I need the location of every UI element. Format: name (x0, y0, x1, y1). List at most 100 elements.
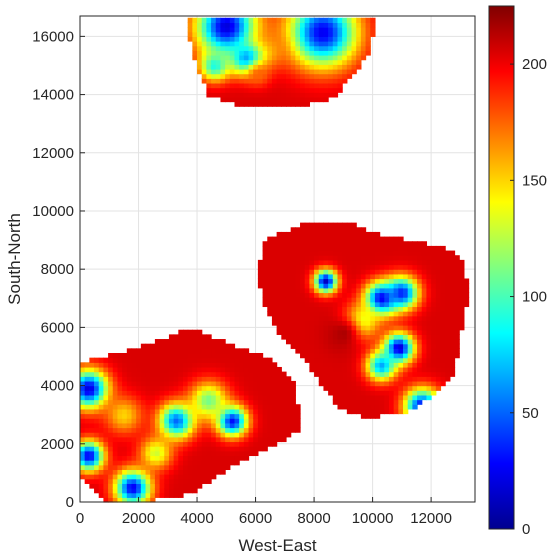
heatmap-cell (440, 339, 446, 345)
heatmap-cell (173, 474, 179, 480)
heatmap-cell (276, 278, 282, 284)
heatmap-cell (426, 297, 432, 303)
heatmap-cell (253, 54, 259, 61)
heatmap-cell (426, 325, 432, 331)
heatmap-cell (248, 390, 254, 396)
heatmap-cell (290, 334, 296, 340)
heatmap-cell (337, 68, 343, 75)
heatmap-cell (285, 17, 292, 24)
heatmap-cell (332, 278, 339, 284)
heatmap-cell (220, 362, 226, 368)
heatmap-cell (234, 362, 240, 368)
heatmap-cell (178, 413, 184, 419)
heatmap-cell (253, 82, 259, 89)
heatmap-cell (126, 394, 133, 401)
heatmap-cell (454, 255, 460, 261)
heatmap-cell (379, 301, 385, 308)
heatmap-cell (197, 334, 203, 340)
heatmap-cell (318, 352, 325, 359)
heatmap-cell (154, 385, 161, 391)
heatmap-cell (285, 385, 292, 391)
heatmap-cell (229, 17, 236, 24)
heatmap-cell (290, 36, 296, 42)
heatmap-cell (271, 31, 278, 37)
heatmap-cell (187, 483, 193, 489)
heatmap-cell (225, 446, 231, 452)
colorbar-tick-label: 100 (522, 289, 547, 306)
heatmap-cell (398, 352, 404, 359)
heatmap-cell (178, 380, 184, 387)
heatmap-cell (112, 469, 119, 475)
heatmap-cell (304, 329, 310, 335)
heatmap-cell (94, 376, 100, 382)
heatmap-cell (126, 357, 133, 363)
heatmap-cell (173, 404, 179, 410)
heatmap-cell (103, 488, 109, 494)
heatmap-cell (168, 404, 175, 410)
heatmap-cell (435, 325, 442, 331)
heatmap-cell (201, 348, 207, 354)
heatmap-cell (421, 352, 428, 359)
heatmap-cell (211, 385, 217, 391)
heatmap-cell (318, 320, 325, 326)
heatmap-cell (356, 250, 362, 256)
heatmap-cell (393, 320, 399, 326)
heatmap-cell (295, 231, 301, 238)
heatmap-cell (253, 31, 259, 37)
heatmap-cell (267, 50, 273, 56)
heatmap-cell (201, 390, 207, 396)
heatmap-cell (337, 264, 343, 270)
heatmap-cell (197, 469, 203, 475)
heatmap-cell (328, 362, 334, 368)
heatmap-cell (421, 343, 428, 349)
heatmap-cell (300, 222, 306, 228)
heatmap-cell (459, 283, 465, 289)
heatmap-cell (393, 376, 399, 382)
heatmap-cell (351, 264, 357, 270)
heatmap-cell (407, 339, 413, 345)
heatmap-cell (112, 422, 119, 429)
heatmap-cell (346, 301, 353, 308)
heatmap-cell (80, 408, 86, 415)
heatmap-cell (182, 464, 189, 471)
heatmap-cell (290, 241, 296, 247)
heatmap-cell (117, 394, 123, 401)
heatmap-cell (168, 362, 175, 368)
heatmap-cell (388, 278, 395, 284)
heatmap-cell (393, 255, 399, 261)
heatmap-cell (253, 68, 259, 75)
heatmap-cell (403, 348, 409, 354)
heatmap-cell (398, 287, 404, 294)
heatmap-cell (182, 450, 189, 457)
heatmap-cell (314, 245, 320, 252)
heatmap-cell (159, 408, 165, 415)
heatmap-cell (328, 259, 334, 266)
heatmap-cell (206, 27, 212, 33)
heatmap-cell (168, 366, 175, 373)
heatmap-cell (384, 334, 390, 340)
heatmap-cell (351, 255, 357, 261)
heatmap-cell (323, 54, 329, 61)
heatmap-cell (84, 380, 90, 387)
heatmap-cell (145, 460, 151, 466)
heatmap-cell (281, 73, 287, 79)
heatmap-cell (417, 334, 423, 340)
heatmap-cell (229, 64, 236, 70)
heatmap-cell (379, 311, 385, 317)
heatmap-cell (314, 259, 320, 266)
heatmap-cell (140, 422, 147, 429)
heatmap-cell (360, 339, 367, 345)
heatmap-cell (342, 362, 348, 368)
heatmap-cell (435, 301, 442, 308)
heatmap-cell (323, 78, 329, 84)
heatmap-cell (257, 36, 264, 42)
heatmap-cell (136, 357, 142, 363)
heatmap-cell (365, 259, 371, 266)
heatmap-cell (384, 273, 390, 280)
heatmap-cell (271, 380, 278, 387)
heatmap-cell (351, 68, 357, 75)
heatmap-cell (276, 306, 282, 312)
heatmap-cell (407, 357, 413, 363)
heatmap-cell (384, 404, 390, 410)
heatmap-cell (267, 92, 273, 98)
